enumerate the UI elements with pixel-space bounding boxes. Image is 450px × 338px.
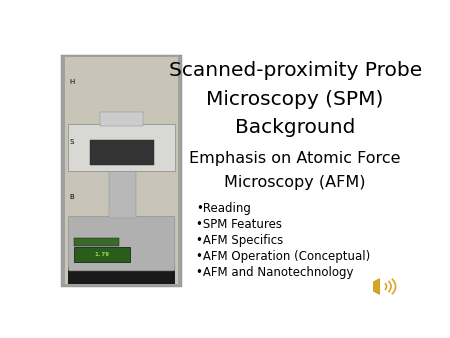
FancyBboxPatch shape (68, 267, 175, 284)
Text: •AFM and Nanotechnology: •AFM and Nanotechnology (196, 266, 353, 280)
Text: •Reading: •Reading (196, 202, 251, 215)
Text: Scanned-proximity Probe: Scanned-proximity Probe (168, 61, 422, 80)
FancyBboxPatch shape (68, 216, 175, 271)
FancyBboxPatch shape (68, 124, 175, 171)
Text: •SPM Features: •SPM Features (196, 218, 282, 231)
Text: H: H (69, 79, 75, 85)
Text: S: S (70, 139, 74, 145)
FancyBboxPatch shape (62, 55, 182, 287)
Text: Background: Background (235, 118, 356, 137)
FancyBboxPatch shape (65, 57, 178, 284)
FancyBboxPatch shape (74, 238, 119, 246)
Text: •AFM Specifics: •AFM Specifics (196, 234, 283, 247)
FancyBboxPatch shape (100, 112, 143, 126)
Text: B: B (70, 194, 74, 200)
Text: Emphasis on Atomic Force: Emphasis on Atomic Force (189, 151, 401, 167)
Polygon shape (374, 279, 379, 294)
FancyBboxPatch shape (90, 140, 153, 166)
Text: •AFM Operation (Conceptual): •AFM Operation (Conceptual) (196, 250, 370, 263)
FancyBboxPatch shape (60, 53, 184, 288)
Text: Microscopy (AFM): Microscopy (AFM) (225, 175, 366, 190)
FancyBboxPatch shape (74, 247, 130, 262)
FancyBboxPatch shape (108, 168, 136, 218)
Text: 1.79: 1.79 (94, 252, 109, 257)
Text: Microscopy (SPM): Microscopy (SPM) (207, 90, 384, 108)
